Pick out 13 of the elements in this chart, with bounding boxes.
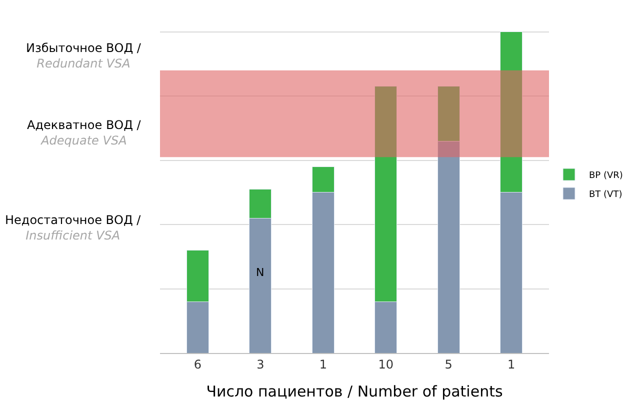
annotation: N	[256, 266, 264, 279]
x-tick-label: 6	[194, 357, 202, 372]
x-tick-label: 3	[256, 357, 264, 372]
text: Недостаточное ВОД / Insufficient VSA	[5, 213, 142, 243]
x-tick-label: 5	[444, 357, 452, 372]
text: Избыточное ВОД / Redundant VSA	[26, 41, 142, 71]
text: Адекватное ВОД / Adequate VSA	[27, 118, 142, 148]
legend-label: ВР (VR)	[589, 171, 623, 182]
x-axis-title: Число пациентов / Number of patients	[206, 382, 503, 400]
x-tick-label: 1	[319, 357, 327, 372]
x-tick-label: 10	[378, 357, 394, 372]
legend-label: ВТ (VT)	[589, 190, 622, 200]
x-tick-label: 1	[508, 357, 516, 372]
